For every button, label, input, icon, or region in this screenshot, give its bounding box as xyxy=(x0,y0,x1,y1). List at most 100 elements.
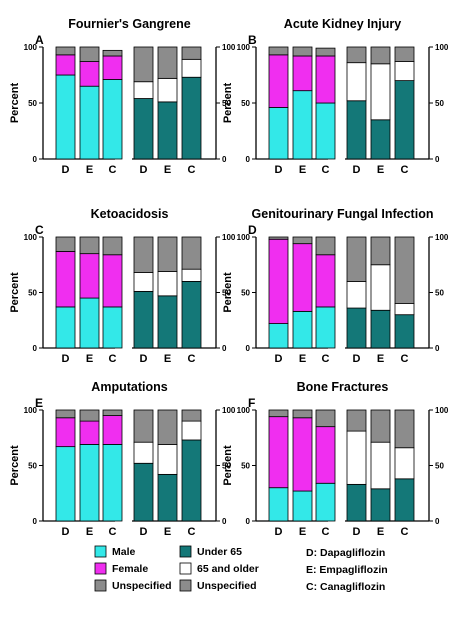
category-label: D xyxy=(275,164,283,176)
legend-label: Unspecified xyxy=(197,580,257,592)
category-label: D xyxy=(62,526,70,538)
bar-segment-female xyxy=(102,254,123,308)
y-tick-label-left: 50 xyxy=(241,289,250,298)
bar-segment-female xyxy=(315,254,336,308)
bar-segment-unspecified xyxy=(133,46,154,83)
bar-segment-over65 xyxy=(181,420,202,441)
bar-segment-unspecified xyxy=(102,49,123,57)
y-tick-label-left: 0 xyxy=(33,517,38,526)
bar-segment-unspecified xyxy=(55,409,76,419)
bar-segment-under65 xyxy=(157,473,178,522)
bar-segment-under65 xyxy=(394,80,415,160)
panel-letter: D xyxy=(248,223,257,237)
y-tick-label-left: 100 xyxy=(24,43,38,52)
bar-segment-under65 xyxy=(157,295,178,349)
bar-segment-unspecified xyxy=(55,236,76,252)
bar-segment-unspecified xyxy=(157,409,178,445)
y-tick-label-right: 100 xyxy=(435,233,449,242)
bar-segment-over65 xyxy=(370,264,391,311)
y-tick-label-right: 50 xyxy=(435,289,444,298)
y-tick-label-right: 0 xyxy=(435,344,440,353)
y-tick-label-right: 100 xyxy=(222,43,236,52)
bar-segment-female xyxy=(315,426,336,484)
bar-segment-female xyxy=(79,420,100,445)
y-axis-label: Percent xyxy=(9,82,21,123)
panel-d: Genitourinary Fungal Infection D Percent 0 5… xyxy=(222,207,449,365)
legend-swatch-under65 xyxy=(179,545,192,558)
bar-segment-under65 xyxy=(181,439,202,522)
panel-title: Fournier's Gangrene xyxy=(68,17,190,31)
bar-segment-unspecified xyxy=(102,236,123,256)
y-tick-label-right: 0 xyxy=(435,155,440,164)
y-tick-label-left: 0 xyxy=(33,155,38,164)
category-label: D xyxy=(275,353,283,365)
bar-segment-male xyxy=(79,85,100,160)
bar-segment-male xyxy=(55,306,76,349)
bar-segment-over65 xyxy=(370,441,391,490)
bar-segment-over65 xyxy=(157,271,178,297)
legend-swatch-male xyxy=(94,545,107,558)
category-label: C xyxy=(401,164,409,176)
category-label: C xyxy=(188,353,196,365)
panel-e: Amputations E Percent 0 50 100 0 50 100 D E C D E C xyxy=(9,380,236,538)
y-tick-label-right: 50 xyxy=(222,99,231,108)
legend-swatch-unspecified xyxy=(179,579,192,592)
category-label: D xyxy=(353,526,361,538)
category-label: D xyxy=(140,526,148,538)
bar-segment-under65 xyxy=(370,309,391,349)
legend-swatch-unspecified xyxy=(94,579,107,592)
abbreviation-label: C: Canagliflozin xyxy=(306,581,385,593)
bar-segment-unspecified xyxy=(370,409,391,443)
panel-title: Bone Fractures xyxy=(297,380,389,394)
y-tick-label-left: 100 xyxy=(24,406,38,415)
y-tick-label-left: 100 xyxy=(237,406,251,415)
category-label: E xyxy=(86,164,93,176)
bar-segment-unspecified xyxy=(292,409,313,419)
bar-segment-female xyxy=(102,55,123,80)
bar-segment-unspecified xyxy=(181,409,202,422)
category-label: C xyxy=(188,526,196,538)
bar-segment-unspecified xyxy=(268,46,289,56)
bar-segment-unspecified xyxy=(346,409,367,432)
bar-segment-under65 xyxy=(394,478,415,522)
bar-segment-over65 xyxy=(394,447,415,480)
bar-segment-male xyxy=(292,310,313,349)
legend-label: Unspecified xyxy=(112,580,172,592)
category-label: D xyxy=(62,353,70,365)
bar-segment-male xyxy=(79,297,100,349)
bar-segment-female xyxy=(102,415,123,445)
y-tick-label-left: 0 xyxy=(33,344,38,353)
bar-segment-unspecified xyxy=(79,236,100,255)
y-tick-label-right: 0 xyxy=(222,155,227,164)
bar-segment-female xyxy=(292,417,313,492)
bar-segment-male xyxy=(55,74,76,160)
legend: Male Female Unspecified Under 65 65 and olde… xyxy=(94,545,388,593)
bar-segment-female xyxy=(79,253,100,299)
category-label: C xyxy=(109,526,117,538)
category-label: D xyxy=(140,164,148,176)
panel-letter: C xyxy=(35,223,44,237)
category-label: D xyxy=(62,164,70,176)
category-label: E xyxy=(299,164,306,176)
category-label: D xyxy=(353,164,361,176)
category-label: E xyxy=(377,353,384,365)
bar-segment-over65 xyxy=(133,81,154,99)
y-axis-label: Percent xyxy=(222,445,234,486)
panel-letter: A xyxy=(35,33,44,47)
bar-segment-female xyxy=(268,416,289,489)
category-label: E xyxy=(164,164,171,176)
category-label: C xyxy=(401,526,409,538)
bar-segment-under65 xyxy=(133,98,154,160)
bar-segment-under65 xyxy=(133,290,154,349)
category-label: C xyxy=(188,164,196,176)
bar-segment-unspecified xyxy=(292,46,313,57)
bar-segment-unspecified xyxy=(394,46,415,62)
bar-segment-unspecified xyxy=(315,409,336,428)
bar-segment-unspecified xyxy=(268,409,289,418)
panel-title: Amputations xyxy=(91,380,167,394)
y-tick-label-right: 100 xyxy=(222,406,236,415)
y-axis-label: Percent xyxy=(222,272,234,313)
category-label: E xyxy=(86,526,93,538)
